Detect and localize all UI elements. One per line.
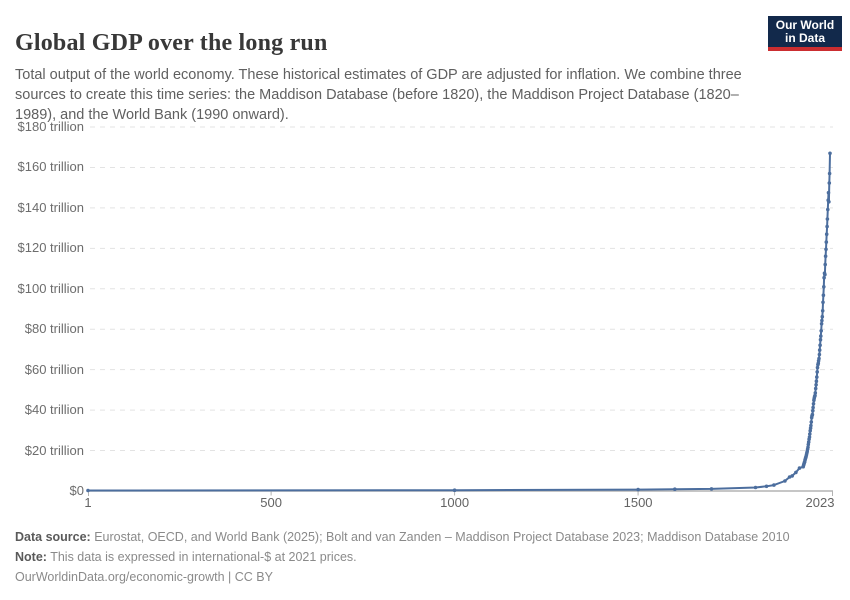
data-point <box>820 318 824 323</box>
data-point <box>818 337 823 342</box>
data-point <box>825 224 829 229</box>
data-point <box>827 181 832 185</box>
data-point <box>807 435 812 439</box>
data-point <box>815 365 820 370</box>
data-point <box>826 207 830 212</box>
data-source-text: Eurostat, OECD, and World Bank (2025); B… <box>90 530 790 544</box>
data-point <box>636 487 640 492</box>
data-point <box>815 375 819 379</box>
license-line: OurWorldinData.org/economic-growth | CC … <box>15 570 273 584</box>
data-point <box>822 285 826 289</box>
data-point <box>452 488 457 493</box>
data-point <box>806 445 810 450</box>
y-axis-labels: $0 $20 trillion $40 trillion $60 trillion $8… <box>0 0 85 520</box>
data-point <box>673 487 677 492</box>
x-axis-labels: 1 500 1000 1500 2023 <box>84 495 835 510</box>
data-point <box>764 484 769 489</box>
data-point <box>797 466 802 470</box>
x-axis-tick-label: 1000 <box>440 495 470 510</box>
data-point <box>823 254 828 258</box>
y-axis-tick-label: $160 trillion <box>17 159 85 175</box>
data-point <box>820 314 825 319</box>
data-point <box>828 151 832 156</box>
x-axis-tick-label: 2023 <box>805 495 835 510</box>
y-axis-tick-label: $100 trillion <box>17 280 85 296</box>
x-axis-tick-label: 500 <box>260 495 282 510</box>
chart-subtitle: Total output of the world economy. These… <box>15 66 742 123</box>
data-point <box>772 483 776 487</box>
data-point <box>794 470 798 475</box>
data-point <box>820 309 825 313</box>
note-line: Note: This data is expressed in internat… <box>15 547 835 567</box>
data-point <box>810 412 815 417</box>
data-point <box>818 343 822 348</box>
owid-logo-line2: in Data <box>784 30 825 45</box>
owid-logo-line1: Our World <box>775 17 835 32</box>
data-point <box>824 232 829 236</box>
data-point <box>809 423 813 428</box>
data-point <box>814 379 819 384</box>
data-point <box>86 488 90 493</box>
y-axis-tick-label: $20 trillion <box>24 442 84 458</box>
data-point <box>813 393 817 398</box>
data-point <box>827 171 832 176</box>
data-point <box>819 322 824 326</box>
data-point <box>809 420 814 424</box>
data-point <box>819 334 823 338</box>
data-point <box>821 300 825 305</box>
note-text: This data is expressed in international-… <box>46 550 357 564</box>
data-point <box>753 485 758 490</box>
data-source-line: Data source: Eurostat, OECD, and World B… <box>15 527 835 547</box>
data-point <box>813 386 818 391</box>
y-axis-tick-label: $0 <box>69 483 84 498</box>
data-point <box>824 247 828 252</box>
data-point <box>827 200 831 204</box>
data-point <box>825 217 830 221</box>
data-point <box>822 275 826 280</box>
y-axis-tick-label: $60 trillion <box>24 361 84 377</box>
note-label: Note: <box>15 550 47 564</box>
y-axis-tick-label: $40 trillion <box>24 402 84 418</box>
data-point <box>709 487 714 491</box>
data-point <box>826 190 831 195</box>
chart-footer: Data source: Eurostat, OECD, and World B… <box>15 527 835 587</box>
data-point <box>783 479 787 483</box>
data-point <box>823 262 827 267</box>
data-point <box>819 329 823 333</box>
data-source-label: Data source: <box>15 530 91 544</box>
data-point <box>813 391 818 395</box>
y-axis-tick-label: $180 trillion <box>17 119 85 134</box>
data-point <box>790 474 794 478</box>
data-point <box>821 293 826 298</box>
data-point <box>808 432 812 436</box>
data-point <box>815 370 819 374</box>
data-point <box>823 272 827 277</box>
data-point <box>814 383 818 387</box>
data-point <box>811 405 815 410</box>
y-axis-tick-label: $120 trillion <box>17 240 85 256</box>
owid-logo: Our World in Data <box>768 16 842 51</box>
x-axis-tick-label: 1500 <box>623 495 653 510</box>
x-axis-tick-label: 1 <box>84 495 92 510</box>
data-point <box>824 240 829 244</box>
data-point <box>817 352 822 357</box>
data-point <box>806 440 811 444</box>
data-point <box>817 348 822 352</box>
data-point <box>817 356 821 361</box>
data-point <box>808 426 813 430</box>
y-axis-tick-label: $80 trillion <box>24 321 84 337</box>
data-point <box>811 408 815 413</box>
chart-title: Global GDP over the long run <box>15 30 328 57</box>
y-axis-tick-label: $140 trillion <box>17 199 85 215</box>
data-point <box>811 402 816 406</box>
